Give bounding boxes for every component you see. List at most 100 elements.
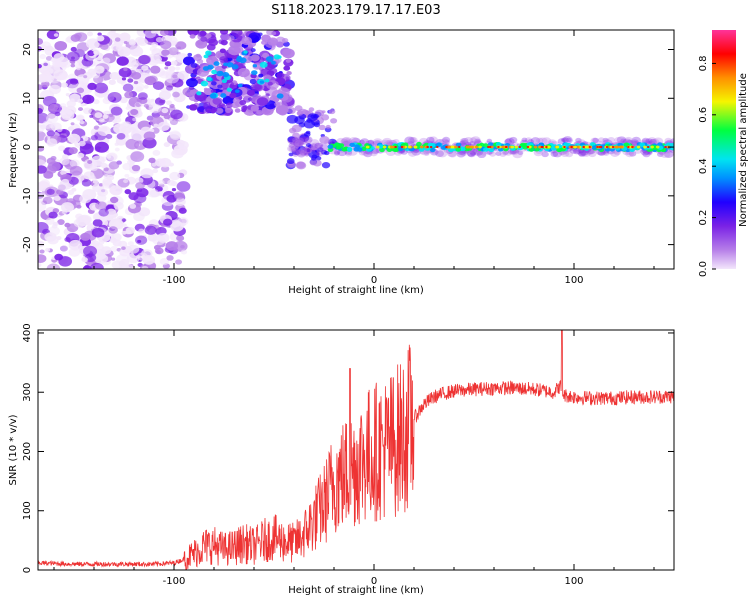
spectrogram-cell xyxy=(58,72,69,81)
spectrogram-cell xyxy=(53,221,59,226)
spectrogram-cell xyxy=(100,162,108,169)
spectrogram-cell xyxy=(664,150,674,158)
spectrogram-cell xyxy=(286,70,292,76)
spectrogram-cell xyxy=(89,114,94,118)
spectrogram-cell xyxy=(616,136,627,144)
spectrogram-cell xyxy=(186,78,198,88)
spectrogram-cell xyxy=(110,245,118,252)
spectrogram-cell xyxy=(643,145,647,149)
spectrogram-cell xyxy=(60,109,75,121)
spectrogram-cell xyxy=(90,135,98,141)
spectrogram-cell xyxy=(178,207,187,214)
spectrogram-cell xyxy=(168,47,179,56)
spectrogram-cell xyxy=(215,107,224,114)
spectrogram-cell xyxy=(416,141,422,147)
spectrogram-cell xyxy=(45,56,53,61)
spectrogram-cell xyxy=(320,149,328,155)
spectrogram-cell xyxy=(319,144,329,151)
spectrogram-cell xyxy=(166,194,177,203)
spectrogram-cell xyxy=(118,32,131,42)
spectrogram-cell xyxy=(636,145,641,149)
spectrogram-cell xyxy=(563,146,566,149)
spectrogram-cell xyxy=(429,146,433,149)
spectrogram-cell xyxy=(305,148,311,153)
spectrogram-marks xyxy=(38,30,674,269)
spectrogram-cell xyxy=(334,142,340,147)
spectrogram-cell xyxy=(276,93,284,99)
spectrogram-cell xyxy=(424,149,431,154)
spectrogram-cell xyxy=(87,160,93,164)
spectrogram-cell xyxy=(93,50,98,55)
spectrogram-cell xyxy=(67,189,75,195)
spectrogram-cell xyxy=(518,146,522,149)
spectrogram-cell xyxy=(141,65,149,71)
spectrogram-cell xyxy=(116,132,126,140)
spectrogram-cell xyxy=(566,137,572,143)
spectrogram-cell xyxy=(311,156,317,161)
spectrogram-cell xyxy=(524,137,533,143)
spectrogram-cell xyxy=(295,161,306,169)
spectrogram-cell xyxy=(645,138,653,144)
spectrogram-cell xyxy=(526,146,530,149)
spectrogram-cell xyxy=(54,253,64,261)
spectrogram-cell xyxy=(270,60,276,65)
spectrogram-cell xyxy=(521,137,528,143)
spectrogram-cell xyxy=(166,255,174,261)
spectrogram-cell xyxy=(129,160,135,165)
spectrogram-cell xyxy=(78,107,84,112)
spectrogram-cell xyxy=(203,87,208,91)
spectrogram-cell xyxy=(133,193,147,204)
spectrogram-cell xyxy=(78,140,86,147)
spectrogram-cell xyxy=(442,136,451,143)
spectrogram-cell xyxy=(461,137,469,144)
spectrogram-cell xyxy=(46,30,60,40)
spectrogram-cell xyxy=(573,145,577,149)
spectrogram-cell xyxy=(88,225,94,230)
spectrogram-cell xyxy=(151,162,157,167)
spectrogram-cell xyxy=(341,137,351,145)
spectrogram-cell xyxy=(132,117,137,122)
spectrogram-cell xyxy=(435,142,442,147)
spectrogram-cell xyxy=(170,60,178,66)
spectrogram-cell xyxy=(56,127,63,133)
spectrogram-cell xyxy=(246,89,256,96)
spectrogram-cell xyxy=(298,147,308,155)
spectrogram-cell xyxy=(482,147,489,152)
colorbar-tick-label: 0.6 xyxy=(698,107,709,123)
spectrogram-cell xyxy=(310,146,318,152)
spectrogram-cell xyxy=(664,146,667,149)
spectrogram-cell xyxy=(103,174,110,179)
spectrogram-cell xyxy=(290,136,299,144)
spectrogram-cell xyxy=(650,139,656,144)
spectrogram-cell xyxy=(482,143,489,148)
spectrogram-cell xyxy=(502,150,509,156)
spectrogram-cell xyxy=(241,108,247,113)
spectrogram-cell xyxy=(454,145,458,149)
spectrogram-cell xyxy=(106,152,118,161)
spectrogram-cell xyxy=(83,171,95,180)
spectrogram-cell xyxy=(354,144,361,149)
spectrogram-cell xyxy=(59,157,70,166)
spectrogram-cell xyxy=(158,179,165,185)
spectrogram-cell xyxy=(333,151,340,156)
spectrogram-cell xyxy=(142,255,156,265)
snr-ytick-label: 0 xyxy=(22,567,33,573)
spectrogram-cell xyxy=(128,39,136,45)
spectrogram-cell xyxy=(176,181,191,192)
spectrogram-cell xyxy=(151,41,159,48)
spectrogram-cell xyxy=(237,83,243,88)
spectrogram-cell xyxy=(212,97,223,105)
spectrogram-cell xyxy=(137,37,148,47)
spectrogram-cell xyxy=(38,240,45,248)
spectrogram-cell xyxy=(361,146,367,151)
spectrogram-cell xyxy=(135,182,145,190)
spectrogram-cell xyxy=(307,113,318,122)
spectrogram-cell xyxy=(288,145,299,153)
spectrogram-cell xyxy=(265,56,274,63)
spectrogram-cell xyxy=(220,93,227,98)
spectrogram-cell xyxy=(127,241,134,246)
spectrogram-cell xyxy=(92,219,103,227)
spectrogram-cell xyxy=(187,30,200,36)
spectrogram-cell xyxy=(96,35,105,42)
